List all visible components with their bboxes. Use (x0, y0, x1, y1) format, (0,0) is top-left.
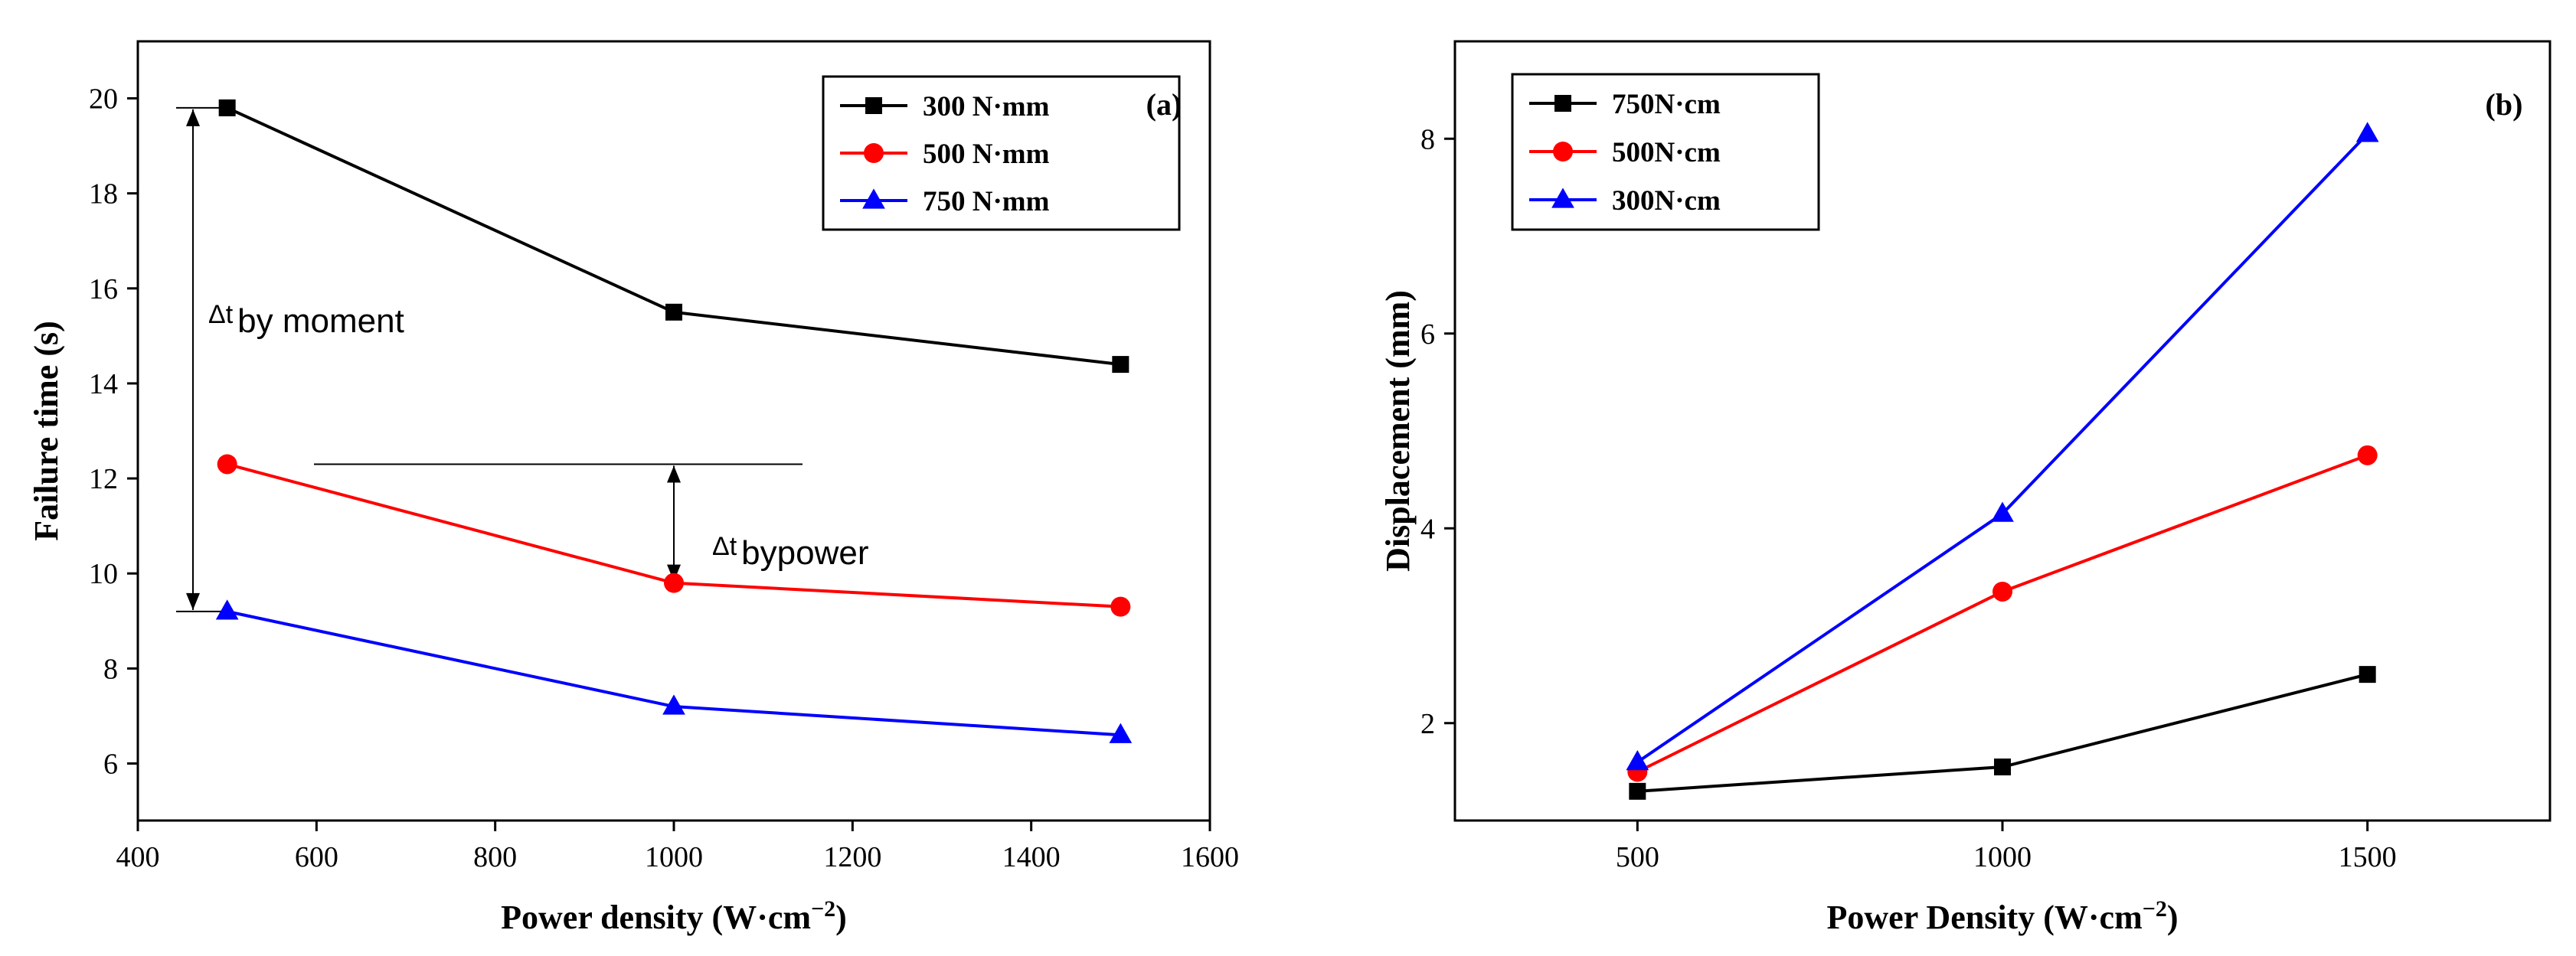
x-tick-label-a: 800 (473, 841, 517, 873)
panel-label-b: (b) (2486, 87, 2523, 122)
y-tick-label-b: 2 (1420, 708, 1435, 740)
y-tick-label-a: 14 (89, 368, 118, 400)
x-tick-label-a: 600 (295, 841, 338, 873)
data-point-b-0-2 (2359, 666, 2376, 684)
annotation-delta-power: Δt bypower (712, 532, 868, 572)
legend-label-b-0: 750N·cm (1612, 89, 1721, 120)
legend-label-a-0: 300 N·mm (923, 91, 1050, 122)
x-tick-label-a: 1600 (1181, 841, 1239, 873)
x-tick-label-a: 1000 (645, 841, 703, 873)
data-point-b-1-1 (1992, 581, 2012, 602)
y-tick-label-b: 4 (1420, 513, 1435, 545)
y-tick-label-a: 16 (89, 273, 118, 305)
data-point-b-1-2 (2357, 445, 2378, 465)
data-point-a-2-0 (215, 599, 239, 620)
data-point-b-0-1 (1994, 759, 2011, 776)
x-tick-label-b: 1000 (1973, 841, 2032, 873)
moment-arrow-head-up (186, 109, 200, 126)
data-point-a-1-1 (664, 573, 684, 593)
x-axis-title-a: Power density (W·cm−2) (501, 896, 847, 936)
data-point-b-2-1 (1991, 501, 2014, 522)
series-line-a-2 (227, 609, 1121, 737)
x-tick-label-b: 500 (1616, 841, 1659, 873)
y-tick-label-b: 6 (1420, 318, 1435, 351)
x-tick-label-a: 1400 (1002, 841, 1061, 873)
chart-panel-a: 400 600 800 1000 1200 1400 160068101214161820 … (28, 40, 1239, 936)
legend-swatch-marker-b-0 (1554, 95, 1571, 112)
y-tick-label-a: 18 (89, 178, 118, 210)
y-axis-title-b: Displacement (mm) (1379, 290, 1417, 572)
y-tick-label-a: 8 (103, 653, 118, 685)
legend-swatch-marker-b-2 (1551, 188, 1574, 208)
y-tick-label-b: 8 (1420, 123, 1435, 155)
legend-label-a-2: 750 N·mm (923, 186, 1050, 217)
data-point-a-2-2 (1109, 723, 1133, 743)
legend-swatch-marker-a-2 (862, 188, 885, 209)
x-tick-label-b: 1500 (2339, 841, 2397, 873)
data-point-a-0-0 (218, 99, 236, 116)
legend-label-b-1: 500N·cm (1612, 137, 1721, 168)
y-tick-label-a: 6 (103, 749, 118, 781)
annotation-delta-moment: Δt by moment (208, 300, 404, 340)
legend-label-b-2: 300N·cm (1612, 185, 1721, 217)
legend-swatch-marker-a-0 (865, 97, 882, 114)
data-point-b-2-0 (1626, 749, 1649, 771)
data-point-b-2-2 (2355, 122, 2379, 142)
y-tick-label-a: 12 (89, 463, 118, 495)
data-point-a-0-2 (1112, 356, 1129, 374)
x-axis-title-b: Power Density (W·cm−2) (1827, 896, 2179, 936)
data-point-a-1-2 (1110, 596, 1131, 617)
panel-label-a: (a) (1146, 87, 1182, 122)
legend-swatch-marker-a-1 (864, 143, 884, 163)
data-point-a-0-1 (665, 303, 682, 321)
data-point-a-1-0 (217, 454, 237, 475)
data-point-b-0-0 (1629, 782, 1646, 800)
chart-panel-b: 500 1000 1500 2 4 6 8 750N·cm 500N·cm 300N·cm (b… (1379, 40, 2551, 936)
power-arrow-head-up (667, 465, 681, 483)
legend-label-a-1: 500 N·mm (923, 139, 1050, 170)
y-tick-label-a: 20 (89, 83, 118, 115)
moment-arrow-head-down (186, 592, 200, 610)
legend-swatch-marker-b-1 (1553, 142, 1573, 162)
y-axis-title-a: Failure time (s) (28, 321, 65, 541)
y-tick-label-a: 10 (89, 558, 118, 590)
x-tick-label-a: 400 (116, 841, 160, 873)
data-point-a-2-1 (662, 694, 685, 715)
x-tick-label-a: 1200 (823, 841, 881, 873)
